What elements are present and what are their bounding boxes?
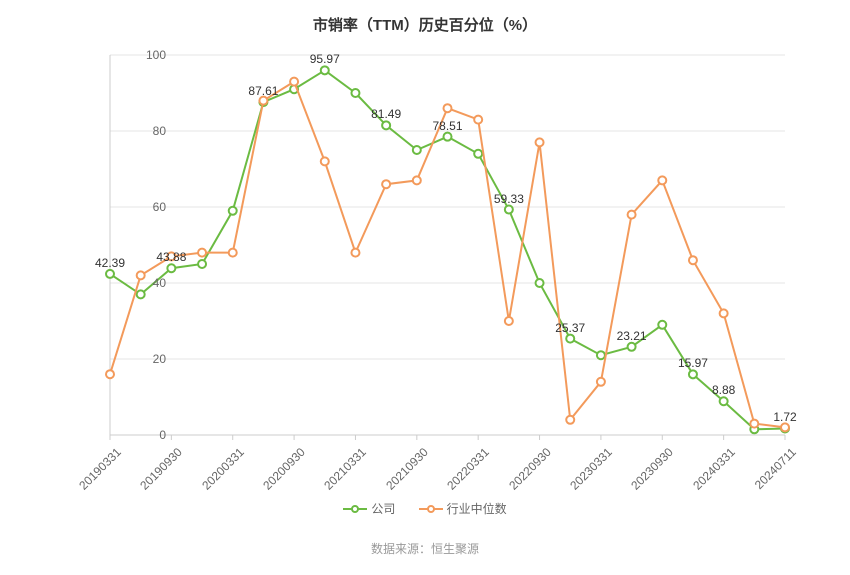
source-label: 数据来源： [371, 542, 431, 556]
legend-item-company: 公司 [343, 500, 395, 517]
chart-container: 市销率（TTM）历史百分位（%） 020406080100 2019033120… [0, 0, 850, 575]
legend-swatch-company [343, 503, 367, 515]
y-axis-tick-label: 0 [126, 428, 166, 442]
data-source-line: 数据来源：恒生聚源 [0, 540, 850, 557]
source-value: 恒生聚源 [431, 542, 479, 556]
data-point-label: 23.21 [617, 329, 647, 343]
data-point-label: 78.51 [432, 118, 462, 132]
data-point-label: 1.72 [773, 410, 796, 424]
y-axis-tick-label: 60 [126, 200, 166, 214]
data-point-label: 42.39 [95, 256, 125, 270]
y-axis-tick-label: 100 [126, 48, 166, 62]
y-axis-tick-label: 40 [126, 276, 166, 290]
data-point-label: 8.88 [712, 383, 735, 397]
data-point-label: 25.37 [555, 320, 585, 334]
y-axis-tick-label: 20 [126, 352, 166, 366]
legend-label-industry-median: 行业中位数 [447, 500, 507, 517]
data-point-label: 15.97 [678, 356, 708, 370]
legend-label-company: 公司 [371, 500, 395, 517]
y-axis-tick-label: 80 [126, 124, 166, 138]
data-point-label: 87.61 [248, 84, 278, 98]
legend-item-industry-median: 行业中位数 [419, 500, 507, 517]
data-point-label: 81.49 [371, 107, 401, 121]
chart-title: 市销率（TTM）历史百分位（%） [0, 0, 850, 35]
chart-plot-area [110, 55, 785, 435]
data-point-label: 59.33 [494, 191, 524, 205]
line-chart-svg [110, 55, 785, 435]
data-point-label: 95.97 [310, 52, 340, 66]
legend-swatch-industry-median [419, 503, 443, 515]
chart-legend: 公司 行业中位数 [0, 500, 850, 518]
data-point-label: 43.88 [156, 250, 186, 264]
